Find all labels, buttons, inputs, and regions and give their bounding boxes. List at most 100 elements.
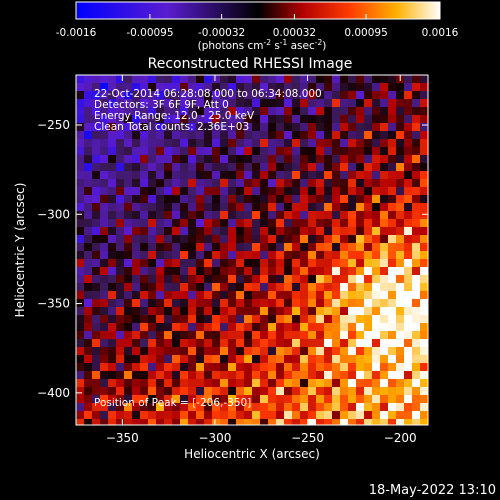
heatmap-cell bbox=[292, 411, 301, 420]
heatmap-cell bbox=[420, 419, 428, 425]
heatmap-cell bbox=[332, 347, 341, 356]
heatmap-cell bbox=[228, 115, 237, 124]
heatmap-cell bbox=[116, 419, 125, 425]
heatmap-cell bbox=[100, 171, 109, 180]
heatmap-cell bbox=[140, 291, 149, 300]
heatmap-cell bbox=[284, 187, 293, 196]
heatmap-cell bbox=[244, 203, 253, 212]
heatmap-cell bbox=[204, 251, 213, 260]
heatmap-cell bbox=[244, 91, 253, 100]
heatmap-cell bbox=[156, 107, 165, 116]
heatmap-cell bbox=[380, 163, 389, 172]
heatmap-cell bbox=[140, 403, 149, 412]
heatmap-cell bbox=[236, 107, 245, 116]
heatmap-cell bbox=[228, 411, 237, 420]
heatmap-cell bbox=[316, 363, 325, 372]
heatmap-cell bbox=[316, 371, 325, 380]
heatmap-cell bbox=[140, 171, 149, 180]
heatmap-cell bbox=[100, 395, 109, 404]
heatmap-cell bbox=[228, 267, 237, 276]
heatmap-cell bbox=[420, 403, 428, 412]
heatmap-cell bbox=[220, 75, 229, 84]
heatmap-cell bbox=[132, 83, 141, 92]
heatmap-cell bbox=[276, 355, 285, 364]
heatmap-cell bbox=[388, 131, 397, 140]
heatmap-cell bbox=[388, 347, 397, 356]
heatmap-cell bbox=[172, 419, 181, 425]
heatmap-cell bbox=[260, 171, 269, 180]
heatmap-cell bbox=[244, 283, 253, 292]
heatmap-cell bbox=[260, 339, 269, 348]
heatmap-cell bbox=[348, 139, 357, 148]
heatmap-cell bbox=[148, 107, 157, 116]
heatmap-cell bbox=[308, 315, 317, 324]
heatmap-cell bbox=[356, 171, 365, 180]
heatmap-cell bbox=[132, 187, 141, 196]
heatmap-cell bbox=[340, 363, 349, 372]
heatmap-cell bbox=[196, 187, 205, 196]
heatmap-cell bbox=[388, 211, 397, 220]
heatmap-cell bbox=[396, 411, 405, 420]
heatmap-cell bbox=[100, 243, 109, 252]
heatmap-cell bbox=[364, 347, 373, 356]
heatmap-cell bbox=[388, 139, 397, 148]
heatmap-cell bbox=[372, 115, 381, 124]
heatmap-cell bbox=[412, 187, 421, 196]
heatmap-cell bbox=[332, 139, 341, 148]
heatmap-cell bbox=[372, 419, 381, 425]
heatmap-cell bbox=[132, 75, 141, 84]
heatmap-cell bbox=[292, 315, 301, 324]
heatmap-cell bbox=[204, 203, 213, 212]
heatmap-cell bbox=[196, 203, 205, 212]
heatmap-cell bbox=[164, 187, 173, 196]
heatmap-cell bbox=[244, 83, 253, 92]
heatmap-cell bbox=[340, 91, 349, 100]
heatmap-cell bbox=[300, 115, 309, 124]
heatmap-cell bbox=[332, 235, 341, 244]
heatmap-cell bbox=[412, 163, 421, 172]
heatmap-cell bbox=[172, 139, 181, 148]
heatmap-cell bbox=[412, 195, 421, 204]
heatmap-cell bbox=[156, 227, 165, 236]
heatmap-cell bbox=[220, 163, 229, 172]
heatmap-cell bbox=[188, 371, 197, 380]
heatmap-cell bbox=[300, 395, 309, 404]
heatmap-cell bbox=[268, 139, 277, 148]
heatmap-cell bbox=[340, 115, 349, 124]
heatmap-cell bbox=[340, 331, 349, 340]
heatmap-cell bbox=[140, 235, 149, 244]
heatmap-cell bbox=[236, 339, 245, 348]
heatmap-cell bbox=[388, 203, 397, 212]
heatmap-cell bbox=[212, 291, 221, 300]
heatmap-cell bbox=[156, 347, 165, 356]
heatmap-cell bbox=[84, 147, 93, 156]
heatmap-cell bbox=[244, 251, 253, 260]
heatmap-cell bbox=[404, 299, 413, 308]
heatmap-cell bbox=[140, 299, 149, 308]
heatmap-cell bbox=[420, 187, 428, 196]
heatmap-cell bbox=[76, 363, 85, 372]
heatmap-cell bbox=[124, 171, 133, 180]
heatmap-cell bbox=[260, 347, 269, 356]
heatmap-cell bbox=[204, 243, 213, 252]
heatmap-cell bbox=[420, 235, 428, 244]
heatmap-cell bbox=[404, 123, 413, 132]
heatmap-cell bbox=[316, 171, 325, 180]
heatmap-cell bbox=[412, 75, 421, 84]
heatmap-cell bbox=[204, 227, 213, 236]
heatmap-cell bbox=[284, 395, 293, 404]
heatmap-cell bbox=[108, 363, 117, 372]
heatmap-cell bbox=[324, 339, 333, 348]
heatmap-cell bbox=[292, 259, 301, 268]
heatmap-cell bbox=[228, 139, 237, 148]
heatmap-cell bbox=[276, 403, 285, 412]
heatmap-cell bbox=[116, 131, 125, 140]
heatmap-cell bbox=[292, 339, 301, 348]
heatmap-cell bbox=[420, 195, 428, 204]
heatmap-cell bbox=[100, 299, 109, 308]
heatmap-cell bbox=[108, 107, 117, 116]
heatmap-cell bbox=[324, 83, 333, 92]
heatmap-cell bbox=[124, 371, 133, 380]
heatmap-cell bbox=[132, 267, 141, 276]
heatmap-cell bbox=[276, 387, 285, 396]
